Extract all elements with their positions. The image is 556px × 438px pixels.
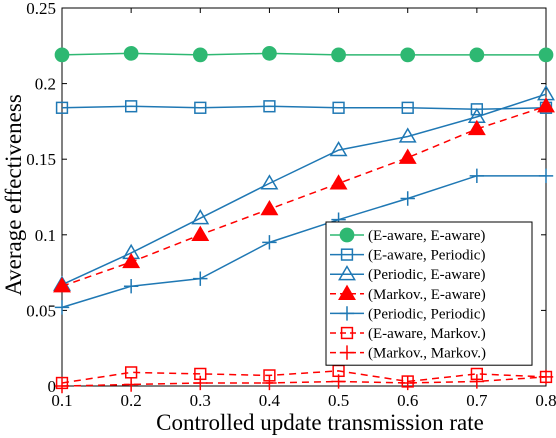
- series-5: [54, 168, 554, 315]
- data-point: [401, 101, 414, 114]
- data-point: [329, 174, 348, 190]
- legend-label: (Markov., Markov.): [368, 346, 486, 362]
- y-tick-label: 0.05: [26, 301, 56, 320]
- legend-entry: (Periodic, Periodic): [330, 306, 485, 322]
- legend-label: (E-aware, Markov.): [368, 326, 486, 342]
- data-point: [262, 235, 277, 250]
- x-tick-label: 0.3: [190, 391, 211, 410]
- data-point: [400, 47, 416, 63]
- data-point: [193, 375, 208, 391]
- y-tick-label: 0: [48, 377, 57, 396]
- series-layer: [53, 46, 555, 394]
- series-line: [61, 175, 546, 309]
- data-point: [123, 279, 139, 294]
- data-point: [400, 375, 415, 391]
- series-line: [61, 105, 547, 287]
- data-point: [191, 225, 210, 241]
- data-point: [538, 47, 554, 63]
- legend-marker: [340, 326, 354, 340]
- data-point: [331, 47, 346, 63]
- data-point: [55, 101, 69, 114]
- data-point: [398, 127, 417, 143]
- data-point: [193, 271, 208, 286]
- data-point: [538, 369, 554, 385]
- data-point: [191, 209, 210, 225]
- x-tick-label: 0.7: [466, 391, 488, 410]
- legend-marker: [339, 227, 355, 243]
- x-tick-label: 0.4: [259, 391, 281, 410]
- data-point: [123, 46, 139, 61]
- x-axis-label: Controlled update transmission rate: [156, 410, 484, 435]
- y-tick-label: 0.1: [35, 226, 56, 245]
- plot-frame: [61, 7, 547, 387]
- series-line: [61, 105, 547, 111]
- data-point: [54, 300, 70, 315]
- legend-label: (E-aware, Periodic): [368, 248, 485, 264]
- legend: (E-aware, E-aware) (E-aware, Periodic) (Pe…: [325, 221, 533, 366]
- series-1: [54, 46, 554, 63]
- series-line: [61, 370, 547, 384]
- data-point: [53, 277, 71, 293]
- data-point: [262, 375, 277, 391]
- series-line: [61, 93, 547, 286]
- y-tick-label: 0.25: [26, 0, 56, 18]
- data-point: [470, 103, 484, 116]
- data-point: [331, 374, 346, 389]
- data-point: [469, 47, 485, 63]
- legend-label: (Periodic, E-aware): [368, 267, 485, 283]
- data-point: [329, 140, 348, 157]
- legend-entry: (E-aware, Periodic): [330, 248, 485, 264]
- data-point: [538, 168, 554, 184]
- data-point: [260, 199, 279, 216]
- data-point: [262, 46, 277, 61]
- data-point: [537, 97, 555, 113]
- data-point: [122, 252, 141, 269]
- data-point: [398, 148, 417, 164]
- y-tick-label: 0.15: [26, 150, 56, 169]
- series-2: [55, 100, 553, 116]
- x-tick-label: 0.8: [535, 391, 556, 410]
- plot-axes: 0.1 0.2 0.3 0.4 0.5 0.6 0.7 0.8 0 0.05 0.1 0.15 0.2 0…: [26, 0, 556, 410]
- data-point: [467, 119, 486, 136]
- data-point: [54, 378, 70, 394]
- x-tick-label: 0.6: [397, 391, 418, 410]
- x-tick-label: 0.5: [328, 391, 349, 410]
- legend-entry: (Periodic, E-aware): [330, 265, 485, 283]
- legend-marker: [338, 284, 356, 300]
- data-point: [332, 101, 345, 114]
- legend-label: (E-aware, E-aware): [368, 228, 485, 244]
- data-point: [400, 191, 415, 206]
- legend-marker: [340, 248, 354, 261]
- data-point: [192, 47, 208, 63]
- y-tick-label: 0.2: [35, 75, 56, 94]
- data-point: [54, 47, 70, 63]
- x-tick-label: 0.2: [121, 391, 142, 410]
- y-axis-label: Average effectiveness: [1, 94, 26, 296]
- data-point: [469, 168, 485, 184]
- legend-marker: [338, 265, 356, 281]
- series-7: [54, 369, 554, 394]
- data-point: [260, 174, 279, 190]
- legend-label: (Markov., E-aware): [368, 287, 486, 303]
- series-4: [53, 97, 555, 293]
- data-point: [123, 377, 139, 392]
- data-point: [469, 374, 485, 389]
- legend-label: (Periodic, Periodic): [368, 306, 485, 322]
- legend-marker: [339, 345, 355, 360]
- legend-entry: (E-aware, E-aware): [330, 227, 485, 244]
- series-line: [61, 52, 546, 56]
- data-point: [124, 100, 138, 113]
- data-point: [263, 100, 276, 113]
- series-line: [61, 376, 547, 387]
- legend-entry: (Markov., E-aware): [330, 284, 486, 303]
- data-point: [194, 101, 207, 114]
- legend-entry: (Markov., Markov.): [330, 345, 486, 362]
- legend-entry: (E-aware, Markov.): [330, 326, 486, 342]
- legend-marker: [339, 306, 355, 321]
- x-tick-label: 0.1: [51, 391, 72, 410]
